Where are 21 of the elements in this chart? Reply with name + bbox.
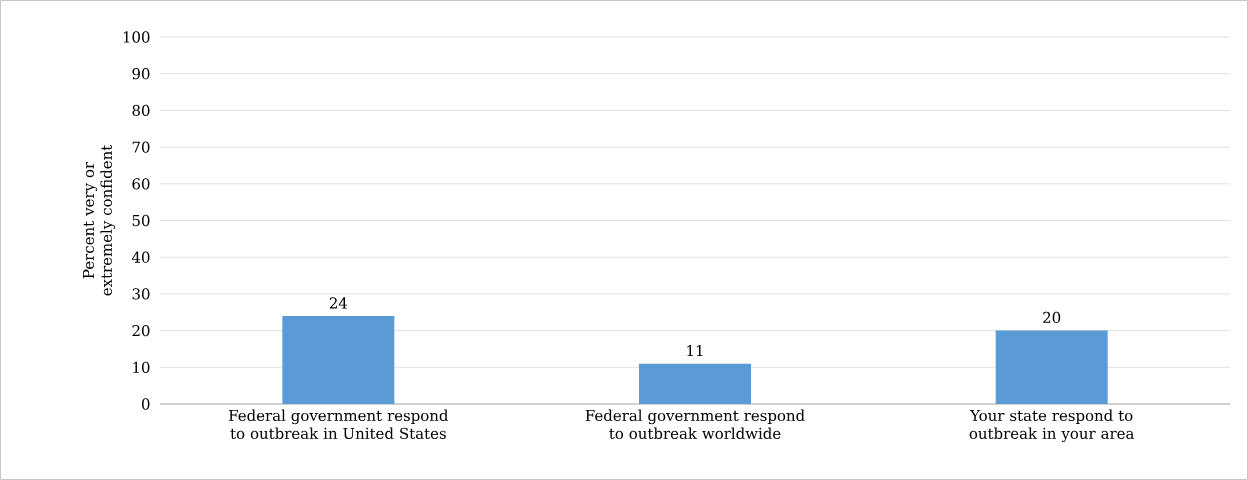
y-tick-label: 100 bbox=[123, 31, 150, 43]
bar bbox=[639, 363, 751, 404]
bar bbox=[995, 330, 1108, 404]
y-tick-label: 90 bbox=[132, 68, 150, 80]
y-tick-label: 80 bbox=[132, 104, 150, 117]
y-axis-title: Percent very or extremely confident bbox=[82, 144, 116, 296]
data-label: 20 bbox=[1043, 311, 1061, 324]
x-tick-label: Federal government respond to outbreak worldwide bbox=[585, 409, 805, 440]
y-tick-label: 50 bbox=[132, 214, 150, 227]
y-tick-label: 0 bbox=[141, 398, 150, 410]
x-tick-label: Your state respond to outbreak in your area bbox=[969, 409, 1134, 443]
bar bbox=[282, 315, 395, 404]
data-label: 24 bbox=[329, 297, 348, 309]
y-tick-label: 40 bbox=[131, 251, 150, 263]
y-tick-label: 30 bbox=[132, 288, 150, 300]
y-tick-label: 60 bbox=[132, 178, 150, 190]
x-tick-label: Federal government respond to outbreak in United States bbox=[229, 409, 449, 440]
y-tick-label: 20 bbox=[132, 324, 150, 337]
y-tick-label: 70 bbox=[132, 141, 150, 153]
y-tick-label: 10 bbox=[133, 361, 150, 373]
data-label: 11 bbox=[687, 345, 703, 357]
